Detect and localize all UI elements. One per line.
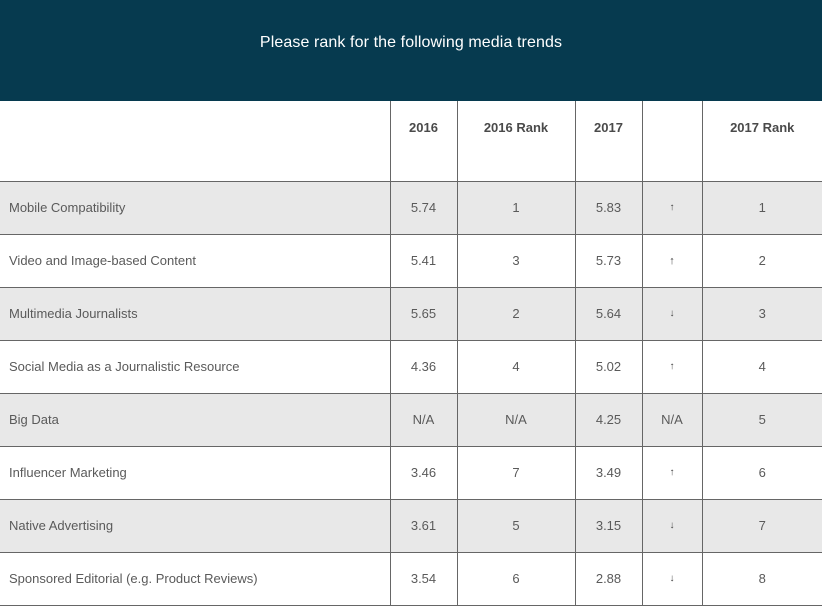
table-row: Video and Image-based Content 5.41 3 5.7… bbox=[0, 234, 822, 288]
rank-2017-cell: 5 bbox=[701, 393, 822, 447]
rank-2017-cell: 3 bbox=[701, 287, 822, 341]
value-2017-cell: 5.02 bbox=[574, 340, 642, 394]
column-header-trend-direction bbox=[641, 101, 702, 182]
rank-2016-cell: N/A bbox=[456, 393, 575, 447]
value-2017-cell: 2.88 bbox=[574, 552, 642, 606]
trend-arrow-icon: ↑ bbox=[641, 340, 702, 394]
trend-name-cell: Influencer Marketing bbox=[0, 446, 390, 500]
rank-2016-cell: 3 bbox=[456, 234, 575, 288]
trend-arrow-icon: ↓ bbox=[641, 499, 702, 553]
header-row: 2016 2016 Rank 2017 2017 Rank bbox=[0, 101, 822, 182]
value-2016-cell: N/A bbox=[389, 393, 457, 447]
rank-2016-cell: 7 bbox=[456, 446, 575, 500]
trend-arrow-icon: ↑ bbox=[641, 181, 702, 235]
rank-2016-cell: 4 bbox=[456, 340, 575, 394]
rank-2017-cell: 6 bbox=[701, 446, 822, 500]
value-2017-cell: 4.25 bbox=[574, 393, 642, 447]
trend-arrow-icon: ↓ bbox=[641, 552, 702, 606]
column-header-2016: 2016 bbox=[389, 101, 457, 182]
trend-name-cell: Video and Image-based Content bbox=[0, 234, 390, 288]
value-2017-cell: 3.15 bbox=[574, 499, 642, 553]
rank-2017-cell: 4 bbox=[701, 340, 822, 394]
table-row: Mobile Compatibility 5.74 1 5.83 ↑ 1 bbox=[0, 181, 822, 235]
value-2016-cell: 3.61 bbox=[389, 499, 457, 553]
trend-arrow-icon: ↓ bbox=[641, 287, 702, 341]
value-2017-cell: 5.64 bbox=[574, 287, 642, 341]
rank-2016-cell: 1 bbox=[456, 181, 575, 235]
rank-2016-cell: 5 bbox=[456, 499, 575, 553]
rank-2016-cell: 6 bbox=[456, 552, 575, 606]
table-row: Multimedia Journalists 5.65 2 5.64 ↓ 3 bbox=[0, 287, 822, 341]
column-header-trend-name bbox=[0, 101, 390, 182]
table-row: Social Media as a Journalistic Resource … bbox=[0, 340, 822, 394]
value-2016-cell: 5.41 bbox=[389, 234, 457, 288]
value-2016-cell: 3.46 bbox=[389, 446, 457, 500]
value-2016-cell: 5.74 bbox=[389, 181, 457, 235]
trend-arrow-icon: ↑ bbox=[641, 234, 702, 288]
rank-2017-cell: 7 bbox=[701, 499, 822, 553]
header-banner: Please rank for the following media tren… bbox=[0, 0, 822, 101]
trend-direction-cell: N/A bbox=[641, 393, 702, 447]
rank-2017-cell: 1 bbox=[701, 181, 822, 235]
page-title: Please rank for the following media tren… bbox=[259, 33, 563, 51]
column-header-2016-rank: 2016 Rank bbox=[456, 101, 575, 182]
table-row: Sponsored Editorial (e.g. Product Review… bbox=[0, 552, 822, 606]
trend-name-cell: Social Media as a Journalistic Resource bbox=[0, 340, 390, 394]
value-2017-cell: 5.83 bbox=[574, 181, 642, 235]
trend-name-cell: Native Advertising bbox=[0, 499, 390, 553]
value-2016-cell: 4.36 bbox=[389, 340, 457, 394]
rank-2016-cell: 2 bbox=[456, 287, 575, 341]
trend-name-cell: Multimedia Journalists bbox=[0, 287, 390, 341]
value-2017-cell: 5.73 bbox=[574, 234, 642, 288]
table-row: Native Advertising 3.61 5 3.15 ↓ 7 bbox=[0, 499, 822, 553]
rank-2017-cell: 8 bbox=[701, 552, 822, 606]
trend-arrow-icon: ↑ bbox=[641, 446, 702, 500]
media-trends-table: 2016 2016 Rank 2017 2017 Rank Mobile Com… bbox=[0, 101, 822, 606]
trend-name-cell: Mobile Compatibility bbox=[0, 181, 390, 235]
trend-name-cell: Big Data bbox=[0, 393, 390, 447]
trend-name-cell: Sponsored Editorial (e.g. Product Review… bbox=[0, 552, 390, 606]
table-row: Big Data N/A N/A 4.25 N/A 5 bbox=[0, 393, 822, 447]
column-header-2017-rank: 2017 Rank bbox=[701, 101, 822, 182]
rank-2017-cell: 2 bbox=[701, 234, 822, 288]
column-header-2017: 2017 bbox=[574, 101, 642, 182]
table-row: Influencer Marketing 3.46 7 3.49 ↑ 6 bbox=[0, 446, 822, 500]
value-2017-cell: 3.49 bbox=[574, 446, 642, 500]
value-2016-cell: 5.65 bbox=[389, 287, 457, 341]
value-2016-cell: 3.54 bbox=[389, 552, 457, 606]
